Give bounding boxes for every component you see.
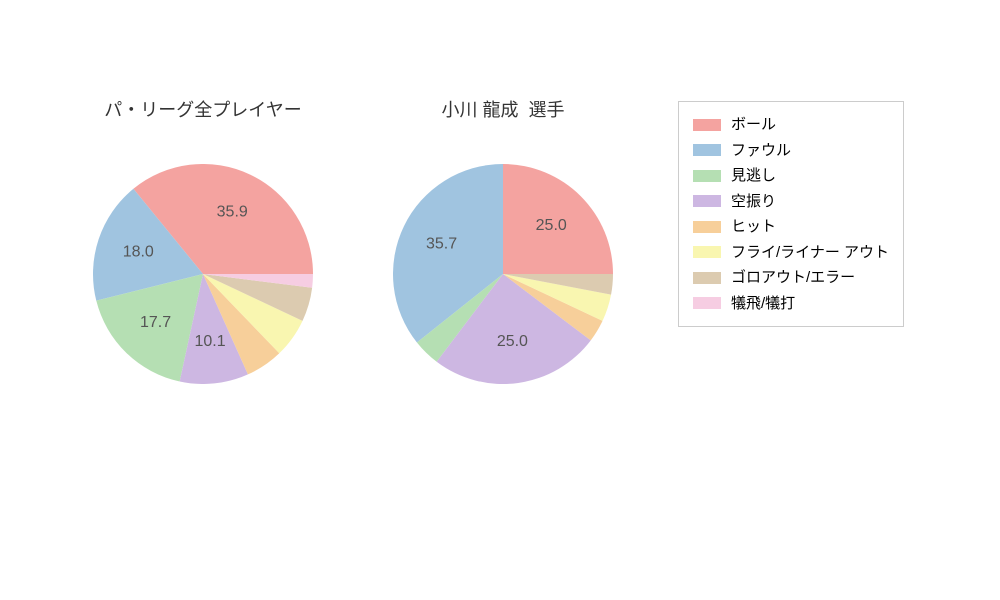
legend-swatch-ball [693,119,721,131]
legend-item-look: 見逃し [693,163,889,189]
slice-label-swing: 10.1 [194,333,225,350]
legend-swatch-foul [693,144,721,156]
slice-label-look: 17.7 [140,314,171,331]
legend: ボールファウル見逃し空振りヒットフライ/ライナー アウトゴロアウト/エラー犠飛/… [678,101,904,327]
chart-stage: パ・リーグ全プレイヤー 35.918.017.710.1 小川 龍成 選手 25… [0,0,1000,600]
slice-label-foul: 35.7 [426,236,457,253]
legend-swatch-ground [693,272,721,284]
legend-swatch-fly [693,246,721,258]
pie-league-title: パ・リーグ全プレイヤー [93,96,313,122]
legend-label-foul: ファウル [731,138,791,164]
pie-player-title: 小川 龍成 選手 [393,96,613,122]
legend-label-fly: フライ/ライナー アウト [731,240,889,266]
legend-label-look: 見逃し [731,163,776,189]
legend-item-foul: ファウル [693,138,889,164]
legend-item-ball: ボール [693,112,889,138]
legend-label-hit: ヒット [731,214,776,240]
legend-item-fly: フライ/ライナー アウト [693,240,889,266]
pie-league: パ・リーグ全プレイヤー 35.918.017.710.1 [93,96,313,140]
legend-label-ground: ゴロアウト/エラー [731,265,855,291]
slice-label-foul: 18.0 [123,244,154,261]
legend-item-ground: ゴロアウト/エラー [693,265,889,291]
legend-swatch-swing [693,195,721,207]
legend-swatch-hit [693,221,721,233]
legend-swatch-look [693,170,721,182]
legend-item-hit: ヒット [693,214,889,240]
pie-player: 小川 龍成 選手 25.035.725.0 [393,96,613,140]
slice-label-ball: 25.0 [536,217,567,234]
legend-item-swing: 空振り [693,189,889,215]
legend-swatch-sac [693,297,721,309]
legend-label-sac: 犠飛/犠打 [731,291,795,317]
legend-item-sac: 犠飛/犠打 [693,291,889,317]
legend-label-swing: 空振り [731,189,776,215]
legend-label-ball: ボール [731,112,776,138]
pie-league-svg: 35.9 18.0 17.7 10.1 [93,164,313,384]
slice-label-ball: 35.9 [217,204,248,221]
pie-player-svg: 25.0 35.7 25.0 [393,164,613,384]
slice-label-swing: 25.0 [497,333,528,350]
